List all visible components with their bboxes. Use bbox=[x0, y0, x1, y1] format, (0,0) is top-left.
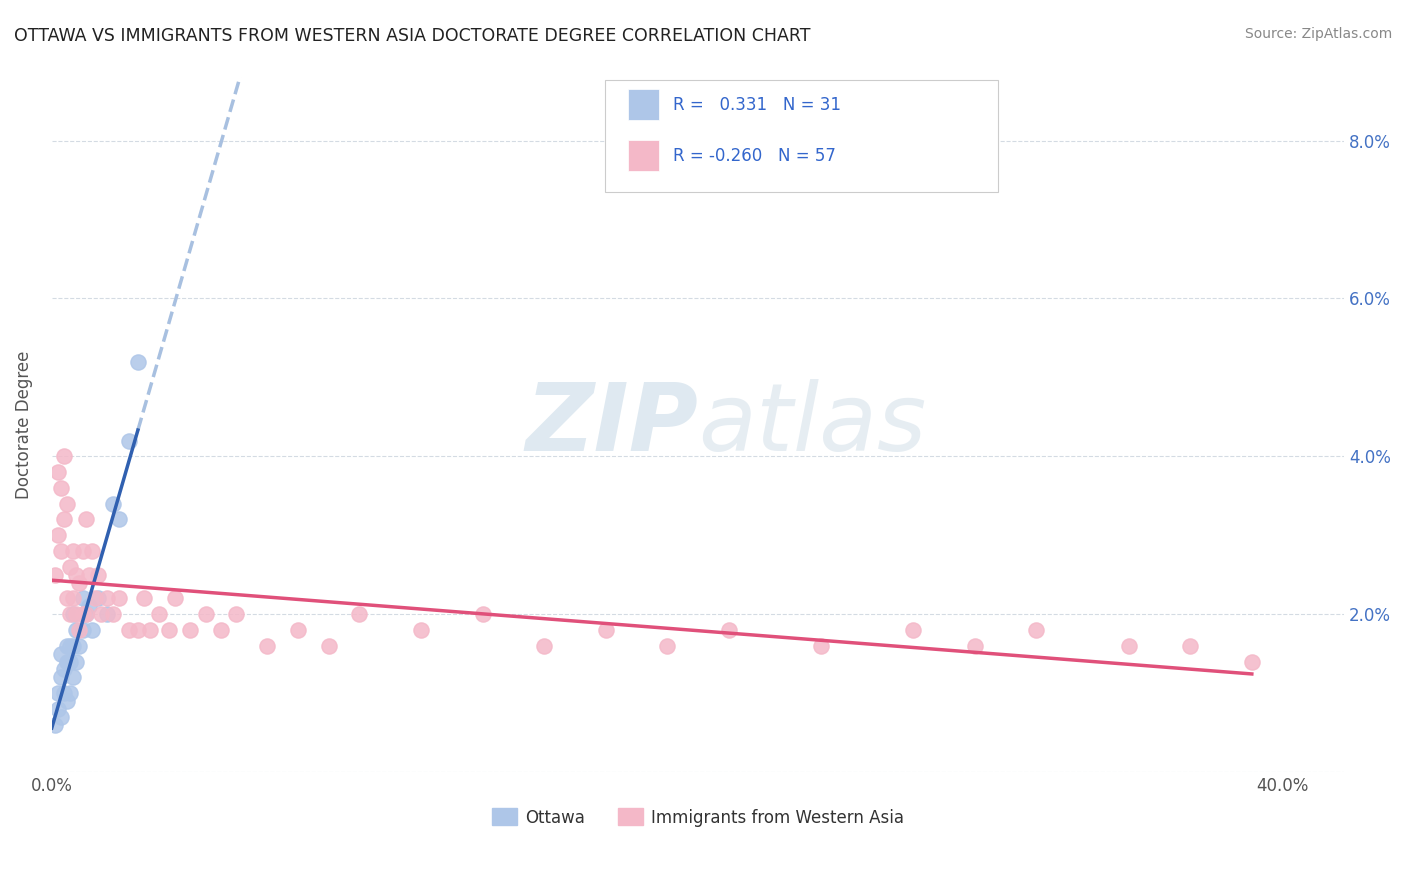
Point bbox=[49, 481, 72, 495]
Point bbox=[1180, 639, 1202, 653]
Point bbox=[83, 591, 105, 606]
Point bbox=[108, 591, 131, 606]
Point bbox=[717, 623, 740, 637]
Point bbox=[80, 544, 103, 558]
Point bbox=[103, 607, 125, 622]
Point bbox=[53, 686, 76, 700]
Point bbox=[103, 497, 125, 511]
Text: Source: ZipAtlas.com: Source: ZipAtlas.com bbox=[1244, 27, 1392, 41]
Point bbox=[59, 655, 82, 669]
Point bbox=[471, 607, 494, 622]
Point bbox=[56, 694, 79, 708]
Point bbox=[75, 607, 97, 622]
Point bbox=[56, 497, 79, 511]
Point bbox=[287, 623, 309, 637]
Point bbox=[56, 655, 79, 669]
Point bbox=[1240, 655, 1263, 669]
Point bbox=[72, 544, 94, 558]
Text: R =   0.331   N = 31: R = 0.331 N = 31 bbox=[673, 96, 841, 114]
Point bbox=[256, 639, 278, 653]
Point bbox=[62, 544, 84, 558]
Point bbox=[409, 623, 432, 637]
Point bbox=[87, 591, 110, 606]
Point bbox=[46, 465, 69, 479]
Point bbox=[62, 670, 84, 684]
Point bbox=[75, 512, 97, 526]
Point bbox=[810, 639, 832, 653]
Point bbox=[657, 639, 679, 653]
Point bbox=[56, 639, 79, 653]
Point bbox=[963, 639, 986, 653]
Point bbox=[62, 639, 84, 653]
Point bbox=[53, 512, 76, 526]
Point bbox=[46, 686, 69, 700]
Point bbox=[46, 702, 69, 716]
Point bbox=[132, 591, 155, 606]
Point bbox=[72, 591, 94, 606]
Point bbox=[56, 591, 79, 606]
Point bbox=[80, 623, 103, 637]
Point bbox=[62, 591, 84, 606]
Point bbox=[163, 591, 186, 606]
Point bbox=[118, 434, 141, 448]
Text: OTTAWA VS IMMIGRANTS FROM WESTERN ASIA DOCTORATE DEGREE CORRELATION CHART: OTTAWA VS IMMIGRANTS FROM WESTERN ASIA D… bbox=[14, 27, 811, 45]
Text: R = -0.260   N = 57: R = -0.260 N = 57 bbox=[673, 147, 837, 165]
Point bbox=[903, 623, 925, 637]
Point bbox=[148, 607, 170, 622]
Point bbox=[179, 623, 201, 637]
Point bbox=[90, 607, 112, 622]
Point bbox=[77, 599, 100, 614]
Legend: Ottawa, Immigrants from Western Asia: Ottawa, Immigrants from Western Asia bbox=[485, 802, 911, 833]
Text: atlas: atlas bbox=[697, 379, 927, 470]
Point bbox=[44, 717, 66, 731]
Point bbox=[59, 559, 82, 574]
Point bbox=[127, 354, 149, 368]
Point bbox=[53, 662, 76, 676]
Point bbox=[139, 623, 162, 637]
Point bbox=[65, 623, 87, 637]
Point bbox=[194, 607, 217, 622]
Point bbox=[69, 639, 91, 653]
Point bbox=[44, 567, 66, 582]
Point bbox=[46, 528, 69, 542]
Point bbox=[65, 607, 87, 622]
Point bbox=[49, 710, 72, 724]
Point bbox=[53, 450, 76, 464]
Point bbox=[77, 567, 100, 582]
Point bbox=[72, 623, 94, 637]
Point bbox=[72, 607, 94, 622]
Point bbox=[118, 623, 141, 637]
Text: ZIP: ZIP bbox=[524, 379, 697, 471]
Point bbox=[59, 686, 82, 700]
Point bbox=[87, 567, 110, 582]
Point bbox=[533, 639, 555, 653]
Point bbox=[595, 623, 617, 637]
Point bbox=[96, 591, 118, 606]
Point bbox=[96, 607, 118, 622]
Point bbox=[127, 623, 149, 637]
Point bbox=[69, 623, 91, 637]
Point bbox=[69, 575, 91, 590]
Point bbox=[108, 512, 131, 526]
Point bbox=[65, 567, 87, 582]
Point bbox=[1025, 623, 1047, 637]
Point bbox=[225, 607, 247, 622]
Point bbox=[1118, 639, 1140, 653]
Point bbox=[49, 647, 72, 661]
Point bbox=[75, 607, 97, 622]
Point bbox=[49, 544, 72, 558]
Point bbox=[62, 607, 84, 622]
Point bbox=[349, 607, 371, 622]
Point bbox=[318, 639, 340, 653]
Point bbox=[65, 655, 87, 669]
Point bbox=[157, 623, 180, 637]
Y-axis label: Doctorate Degree: Doctorate Degree bbox=[15, 351, 32, 499]
Point bbox=[209, 623, 232, 637]
Point bbox=[59, 639, 82, 653]
Point bbox=[59, 607, 82, 622]
Point bbox=[49, 670, 72, 684]
